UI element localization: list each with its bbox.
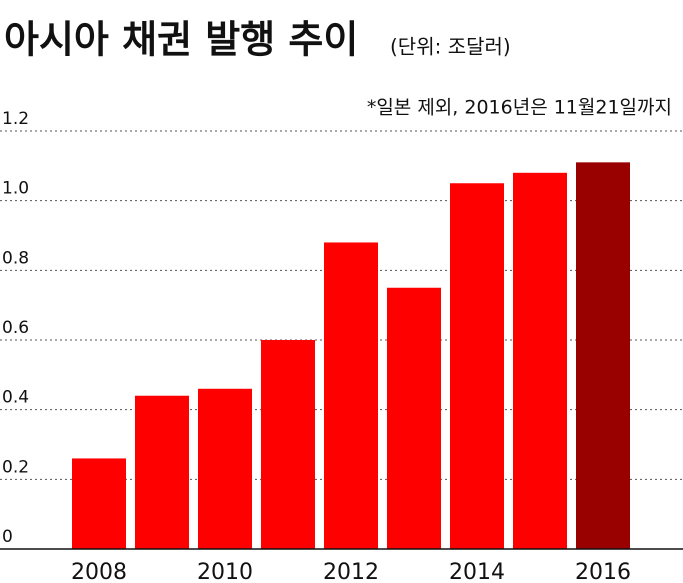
bar (450, 183, 504, 549)
bar (198, 388, 252, 549)
bar (387, 287, 441, 549)
y-tick-label: 0.4 (2, 388, 29, 408)
chart-note: *일본 제외, 2016년은 11월21일까지 (367, 97, 672, 119)
x-tick-label: 2012 (323, 560, 379, 583)
chart-subtitle: (단위: 조달러) (390, 35, 511, 59)
bar (513, 172, 567, 550)
x-tick-label: 2008 (71, 560, 127, 583)
y-tick-label: 0.8 (2, 248, 29, 268)
y-tick-label: 1.2 (2, 109, 29, 129)
bar (324, 242, 378, 549)
chart-title: 아시아 채권 발행 추이 (4, 18, 358, 62)
y-tick-label: 1.0 (2, 179, 29, 199)
x-tick-label: 2014 (449, 560, 505, 583)
bar (576, 162, 630, 549)
x-tick-label: 2010 (197, 560, 253, 583)
bar (261, 340, 315, 549)
bar (72, 458, 126, 549)
y-tick-label: 0.2 (2, 457, 29, 477)
bar (135, 395, 189, 549)
x-tick-label: 2016 (575, 560, 631, 583)
y-tick-label: 0 (2, 527, 13, 547)
y-tick-label: 0.6 (2, 318, 29, 338)
